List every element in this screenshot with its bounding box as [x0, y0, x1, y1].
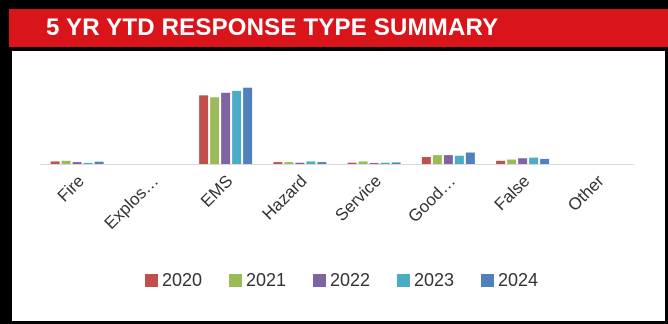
bar-2022-6 — [518, 158, 528, 164]
bar-2020-6 — [496, 160, 506, 164]
bar-2021-3 — [284, 162, 294, 164]
bar-2024-4 — [391, 162, 401, 164]
legend-swatch-2023 — [397, 274, 410, 287]
bar-2021-4 — [358, 161, 368, 164]
bar-2022-3 — [295, 162, 305, 164]
legend-label-2022: 2022 — [330, 270, 370, 290]
category-label: Service — [331, 171, 385, 225]
bar-2023-5 — [454, 155, 464, 164]
bar-2022-0 — [72, 162, 82, 164]
bar-2024-0 — [94, 161, 104, 164]
category-label: Hazard — [259, 171, 311, 223]
legend-swatch-2021 — [229, 274, 242, 287]
bar-2020-3 — [273, 162, 283, 164]
legend-swatch-2024 — [481, 274, 494, 287]
bar-2021-2 — [210, 97, 220, 164]
chart-area — [9, 47, 668, 324]
bar-2022-5 — [443, 155, 453, 164]
title-bar — [9, 9, 668, 47]
bar-2020-5 — [421, 157, 431, 164]
bar-2024-2 — [243, 87, 253, 164]
category-label: Good… — [404, 171, 459, 226]
chart-title: 5 YR YTD RESPONSE TYPE SUMMARY — [46, 14, 499, 41]
legend-label-2023: 2023 — [414, 270, 454, 290]
legend-swatch-2022 — [313, 274, 326, 287]
bar-2021-6 — [507, 159, 517, 164]
bar-2021-0 — [61, 160, 71, 164]
bar-2023-3 — [306, 161, 316, 164]
title-bar-top-border — [9, 0, 668, 9]
bar-2021-5 — [432, 155, 442, 164]
bar-2024-5 — [465, 152, 475, 164]
bar-2020-2 — [199, 95, 209, 164]
bar-2022-2 — [221, 92, 231, 164]
legend-swatch-2020 — [145, 274, 158, 287]
legend-label-2024: 2024 — [498, 270, 538, 290]
left-border — [0, 0, 9, 324]
category-label: Other — [564, 171, 608, 215]
category-label: False — [491, 171, 534, 214]
bar-2024-3 — [317, 162, 327, 164]
category-label: EMS — [197, 171, 236, 210]
legend-label-2021: 2021 — [246, 270, 286, 290]
legend-label-2020: 2020 — [162, 270, 202, 290]
bar-2020-4 — [347, 162, 357, 164]
bar-2020-0 — [50, 161, 60, 164]
bar-2023-0 — [83, 162, 93, 164]
bar-2022-4 — [369, 162, 379, 164]
bar-2024-6 — [540, 158, 550, 164]
category-label: Fire — [54, 171, 88, 205]
bar-2023-6 — [529, 157, 539, 164]
category-label: Explos… — [101, 171, 163, 233]
bar-2023-2 — [232, 90, 242, 164]
bar-2023-4 — [380, 162, 390, 164]
